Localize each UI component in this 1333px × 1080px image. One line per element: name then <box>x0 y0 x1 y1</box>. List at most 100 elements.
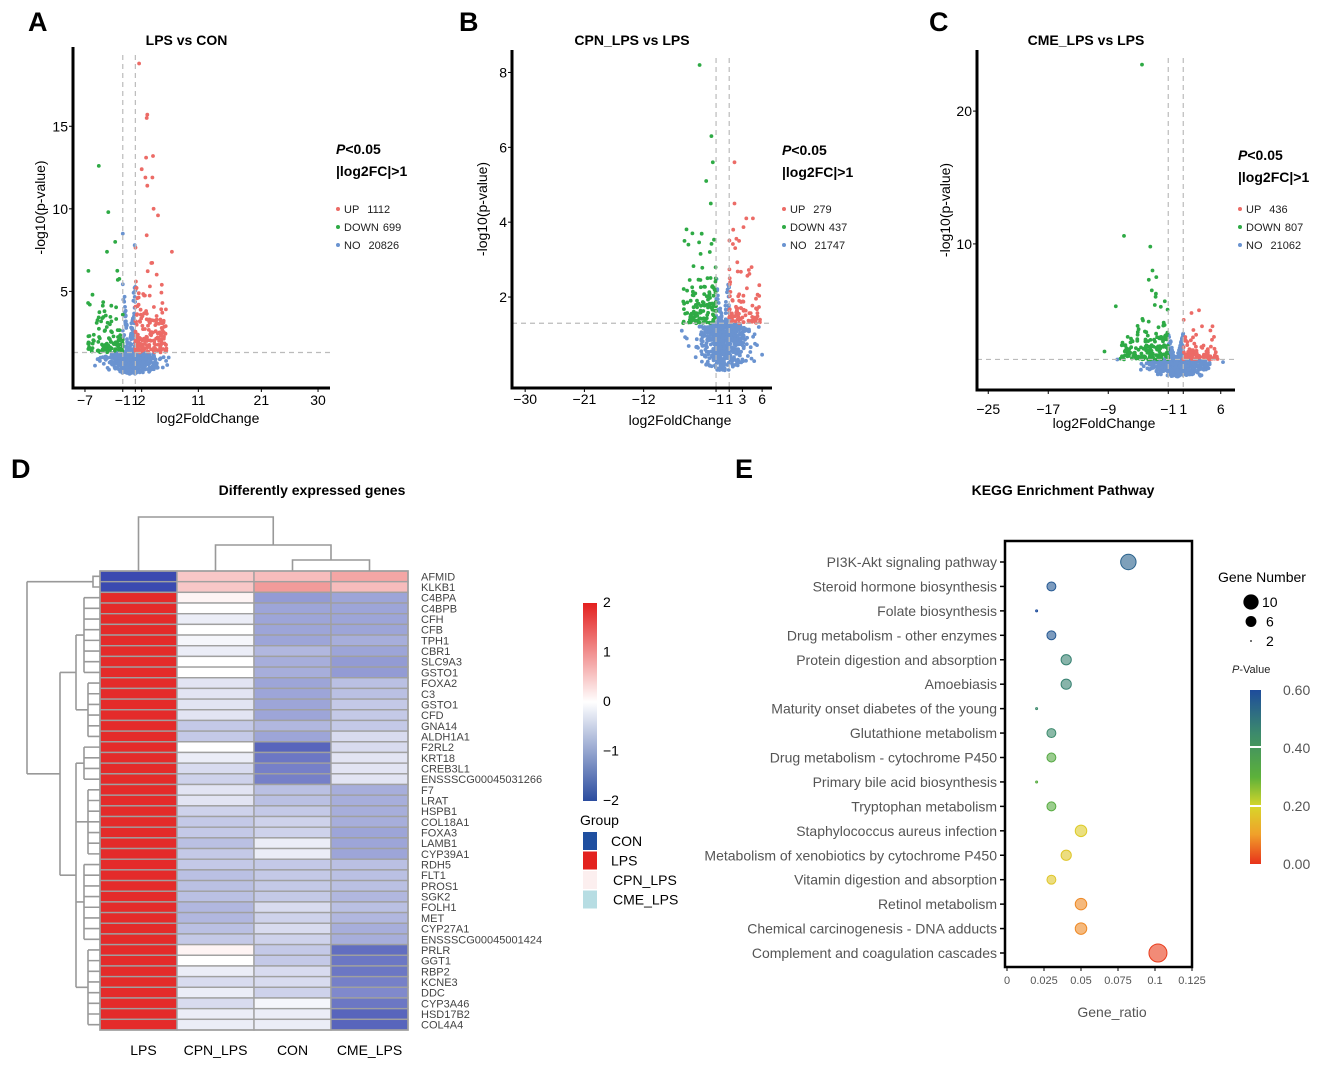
point-up <box>1208 328 1213 333</box>
group-swatch-cme_lps <box>583 890 597 909</box>
point-no <box>716 301 721 305</box>
point-up <box>747 311 752 316</box>
point-up <box>735 309 739 314</box>
point-no <box>142 352 146 356</box>
point-no <box>717 316 722 320</box>
group-legend-label: LPS <box>611 853 637 869</box>
point-down <box>114 340 118 345</box>
point-no <box>707 356 712 361</box>
point-down <box>113 347 118 352</box>
point-no <box>694 345 699 349</box>
point-no <box>716 293 720 298</box>
heatmap-cells <box>99 570 409 1031</box>
heatmap-cell <box>99 730 178 743</box>
point-down <box>1143 329 1147 334</box>
group-legend-label: CME_LPS <box>613 892 678 908</box>
point-no <box>733 337 738 342</box>
point-up <box>743 308 748 313</box>
point-up <box>146 328 151 332</box>
criteria-fc-label: |log2FC|>1 <box>1238 169 1309 185</box>
pathway-label: Tryptophan metabolism <box>851 798 997 814</box>
point-no <box>1168 339 1173 344</box>
point-down <box>697 63 702 67</box>
point-up <box>1194 351 1199 356</box>
point-no <box>123 350 127 355</box>
point-down <box>695 298 699 303</box>
point-down <box>693 303 698 307</box>
point-up <box>754 317 759 321</box>
point-no <box>153 362 158 366</box>
point-no <box>124 324 129 329</box>
point-up <box>141 345 146 350</box>
point-down <box>708 201 713 206</box>
point-no <box>723 311 728 315</box>
heatmap-cell <box>176 580 255 594</box>
point-down <box>97 310 102 315</box>
point-no <box>102 356 107 360</box>
point-up <box>736 315 741 320</box>
heatmap-cell <box>330 943 409 956</box>
heatmap-cell <box>253 655 332 668</box>
heatmap-cell <box>99 666 178 679</box>
point-no <box>737 324 742 329</box>
x-tick-label: 1 <box>131 392 139 408</box>
point-no <box>130 364 135 369</box>
x-tick-label: 21 <box>254 392 270 408</box>
point-up <box>133 319 138 324</box>
heatmap-cell <box>330 879 409 892</box>
bubble <box>1060 678 1072 690</box>
point-up <box>733 314 738 318</box>
heatmap-cell <box>176 911 255 924</box>
point-up <box>743 313 748 318</box>
point-down <box>92 339 96 343</box>
pathway-label: Retinol metabolism <box>878 896 997 912</box>
point-no <box>718 345 723 350</box>
point-down <box>707 293 711 298</box>
point-down <box>696 301 701 306</box>
point-down <box>1152 303 1157 307</box>
x-tick-label: 0.1 <box>1147 975 1162 987</box>
point-down <box>105 320 110 325</box>
heatmap-cell <box>176 762 255 775</box>
point-no <box>745 335 749 340</box>
point-down <box>1162 299 1167 304</box>
point-up <box>150 261 155 265</box>
point-up <box>1194 332 1198 337</box>
group-swatch-con <box>583 832 597 850</box>
point-down <box>713 279 718 284</box>
size-legend-label: 6 <box>1266 614 1274 630</box>
point-no <box>164 359 169 363</box>
point-down <box>684 227 689 232</box>
heatmap-cell <box>99 741 178 754</box>
point-down <box>102 329 107 333</box>
point-up <box>1184 353 1188 358</box>
point-up <box>736 294 741 299</box>
heatmap-cell <box>99 645 178 658</box>
x-tick-label: −30 <box>513 391 537 407</box>
point-up <box>159 347 163 351</box>
point-up <box>751 216 755 221</box>
heatmap-cell <box>99 965 178 978</box>
point-no <box>150 364 155 369</box>
point-down <box>708 276 713 280</box>
point-up <box>151 330 155 335</box>
point-up <box>734 236 739 241</box>
legend-series-name: DOWN <box>344 222 379 234</box>
point-down <box>704 179 709 183</box>
point-up <box>758 317 762 322</box>
point-down <box>702 292 707 296</box>
heatmap-cell <box>253 815 332 828</box>
heatmap-cell <box>99 623 178 636</box>
heatmap-cell <box>176 890 255 903</box>
point-no <box>744 342 749 346</box>
heatmap-cell <box>253 666 332 679</box>
point-down <box>710 160 715 165</box>
dendrogram-branch <box>26 575 100 1026</box>
point-down <box>1146 319 1151 324</box>
point-no <box>679 328 684 333</box>
data-points <box>86 61 174 376</box>
x-tick-label: 0.075 <box>1104 975 1132 987</box>
pathway-label: Glutathione metabolism <box>850 725 997 741</box>
point-down <box>698 278 703 282</box>
bubble <box>1060 654 1072 666</box>
